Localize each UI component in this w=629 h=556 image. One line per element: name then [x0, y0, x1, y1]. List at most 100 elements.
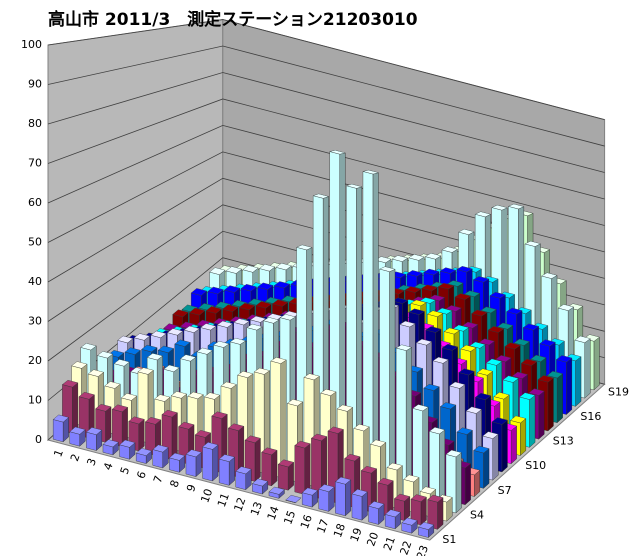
bar-side: [254, 437, 261, 482]
x-tick-label: 14: [265, 504, 282, 522]
series-label: S4: [470, 508, 484, 521]
series-label: S1: [442, 533, 456, 546]
bar: [135, 448, 153, 465]
x-tick-label: 1: [51, 448, 66, 459]
bar-front: [135, 452, 147, 464]
y-tick-label: 80: [28, 117, 42, 130]
bar-front: [351, 493, 363, 521]
series-label: S16: [580, 410, 601, 423]
x-tick-label: 21: [381, 535, 398, 553]
bar: [410, 494, 427, 526]
bar-front: [335, 481, 346, 517]
bar-side: [437, 497, 444, 530]
bar-front: [235, 471, 246, 490]
x-tick-label: 13: [248, 500, 265, 518]
bar: [277, 459, 295, 491]
bar-side: [529, 394, 536, 448]
bar: [384, 509, 402, 530]
bar-front: [69, 431, 80, 447]
bar-front: [418, 526, 429, 538]
bar-side: [345, 479, 352, 517]
bar-side: [483, 448, 490, 489]
bar-side: [584, 338, 591, 399]
x-tick-label: 18: [331, 522, 348, 540]
bar-side: [304, 443, 311, 495]
bar-front: [169, 457, 180, 473]
bar-front: [119, 444, 130, 460]
bar: [168, 452, 186, 473]
bar-side: [228, 456, 235, 486]
bar: [185, 449, 202, 478]
bar-side: [455, 452, 462, 514]
x-tick-label: 7: [151, 474, 166, 485]
x-tick-label: 4: [101, 461, 116, 472]
bar-front: [294, 445, 305, 495]
bar-front: [152, 449, 163, 469]
bar-front: [268, 491, 280, 499]
bar: [69, 426, 86, 447]
bar: [102, 439, 119, 456]
x-tick-label: 16: [298, 513, 315, 531]
x-tick-label: 9: [184, 483, 199, 494]
bar-side: [556, 373, 563, 424]
bar: [362, 169, 380, 492]
bar-front: [285, 499, 296, 503]
bar-side: [492, 433, 499, 481]
bar-side: [566, 357, 573, 415]
bar-front: [311, 438, 322, 500]
bar: [378, 266, 396, 496]
x-tick-label: 23: [414, 543, 431, 556]
bar: [52, 414, 70, 443]
bar-side: [389, 268, 396, 496]
x-tick-label: 5: [118, 465, 133, 476]
bar-side: [138, 418, 145, 452]
bar-side: [464, 463, 471, 506]
bar-front: [202, 446, 213, 482]
bar-front: [301, 492, 313, 508]
bar-front: [52, 419, 64, 443]
bars: [52, 150, 600, 538]
bar: [85, 427, 103, 451]
bar-front: [384, 514, 396, 530]
bar: [294, 440, 311, 495]
bar-front: [368, 505, 379, 525]
bar: [334, 476, 352, 517]
series-label: S13: [553, 435, 574, 448]
x-tick-label: 12: [232, 496, 249, 514]
bar-front: [277, 464, 289, 491]
bar-side: [538, 390, 545, 440]
bar: [251, 478, 269, 495]
bar: [111, 404, 129, 448]
y-tick-label: 40: [28, 275, 42, 288]
bar-side: [510, 425, 517, 465]
bar: [268, 486, 285, 499]
bar-front: [261, 452, 272, 487]
chart-title: 高山市 2011/3 測定ステーション21203010: [48, 9, 418, 30]
y-tick-label: 50: [28, 236, 42, 249]
bar-front: [427, 499, 438, 530]
bar-front: [86, 431, 97, 451]
bar: [285, 494, 302, 503]
y-tick-label: 70: [28, 157, 42, 170]
bar-side: [105, 406, 112, 443]
y-tick-label: 90: [28, 78, 42, 91]
x-tick-label: 22: [398, 539, 415, 556]
x-tick-label: 8: [168, 478, 183, 489]
bar: [235, 466, 252, 491]
grid-line: [47, 19, 605, 120]
bar: [351, 489, 368, 521]
x-tick-label: 17: [315, 517, 332, 535]
y-tick-label: 30: [28, 315, 42, 328]
bar-front: [270, 360, 281, 478]
bar-side: [271, 449, 278, 487]
bar-side: [171, 412, 178, 461]
bar: [78, 391, 95, 439]
bar: [368, 501, 385, 525]
x-tick-label: 6: [134, 470, 149, 481]
bar: [218, 454, 236, 486]
bar-front: [102, 444, 114, 456]
x-tick-label: 11: [215, 491, 232, 509]
y-tick-label: 0: [35, 433, 42, 446]
bar-side: [212, 444, 219, 482]
bar-side: [593, 336, 600, 391]
